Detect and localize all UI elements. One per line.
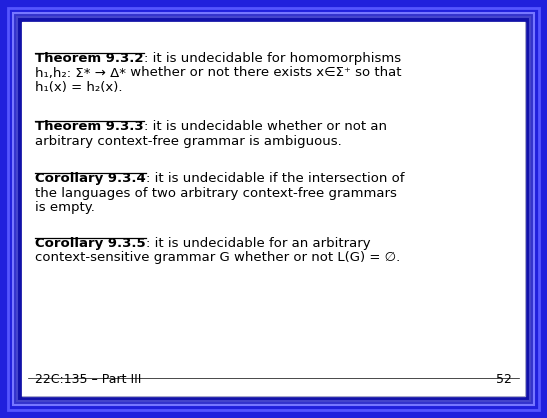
Text: 22C:135 – Part III: 22C:135 – Part III [35,373,141,386]
Text: whether or not there exists x∈Σ⁺ so that: whether or not there exists x∈Σ⁺ so that [126,66,401,79]
Text: arbitrary context-free grammar is ambiguous.: arbitrary context-free grammar is ambigu… [35,135,342,148]
Text: Corollary 9.3.4: Corollary 9.3.4 [35,172,146,185]
Text: context-sensitive grammar G whether or not L(G) = ∅.: context-sensitive grammar G whether or n… [35,252,400,265]
Text: : it is undecidable for an arbitrary: : it is undecidable for an arbitrary [146,237,370,250]
Text: : it is undecidable whether or not an: : it is undecidable whether or not an [144,120,387,133]
Text: 52: 52 [496,373,512,386]
Text: : it is undecidable if the intersection of: : it is undecidable if the intersection … [146,172,404,185]
Text: h₁,h₂: Σ* → Δ*: h₁,h₂: Σ* → Δ* [35,66,126,79]
Text: h₁(x) = h₂(x).: h₁(x) = h₂(x). [35,81,123,94]
Text: Theorem 9.3.3: Theorem 9.3.3 [35,120,144,133]
Bar [22,22,525,396]
Text: Corollary 9.3.5: Corollary 9.3.5 [35,237,146,250]
Text: : it is undecidable for homomorphisms: : it is undecidable for homomorphisms [143,52,400,65]
Text: is empty.: is empty. [35,201,95,214]
Text: Theorem 9.3.2: Theorem 9.3.2 [35,52,143,65]
Bar [22,22,525,396]
Text: the languages of two arbitrary context-free grammars: the languages of two arbitrary context-f… [35,186,397,199]
